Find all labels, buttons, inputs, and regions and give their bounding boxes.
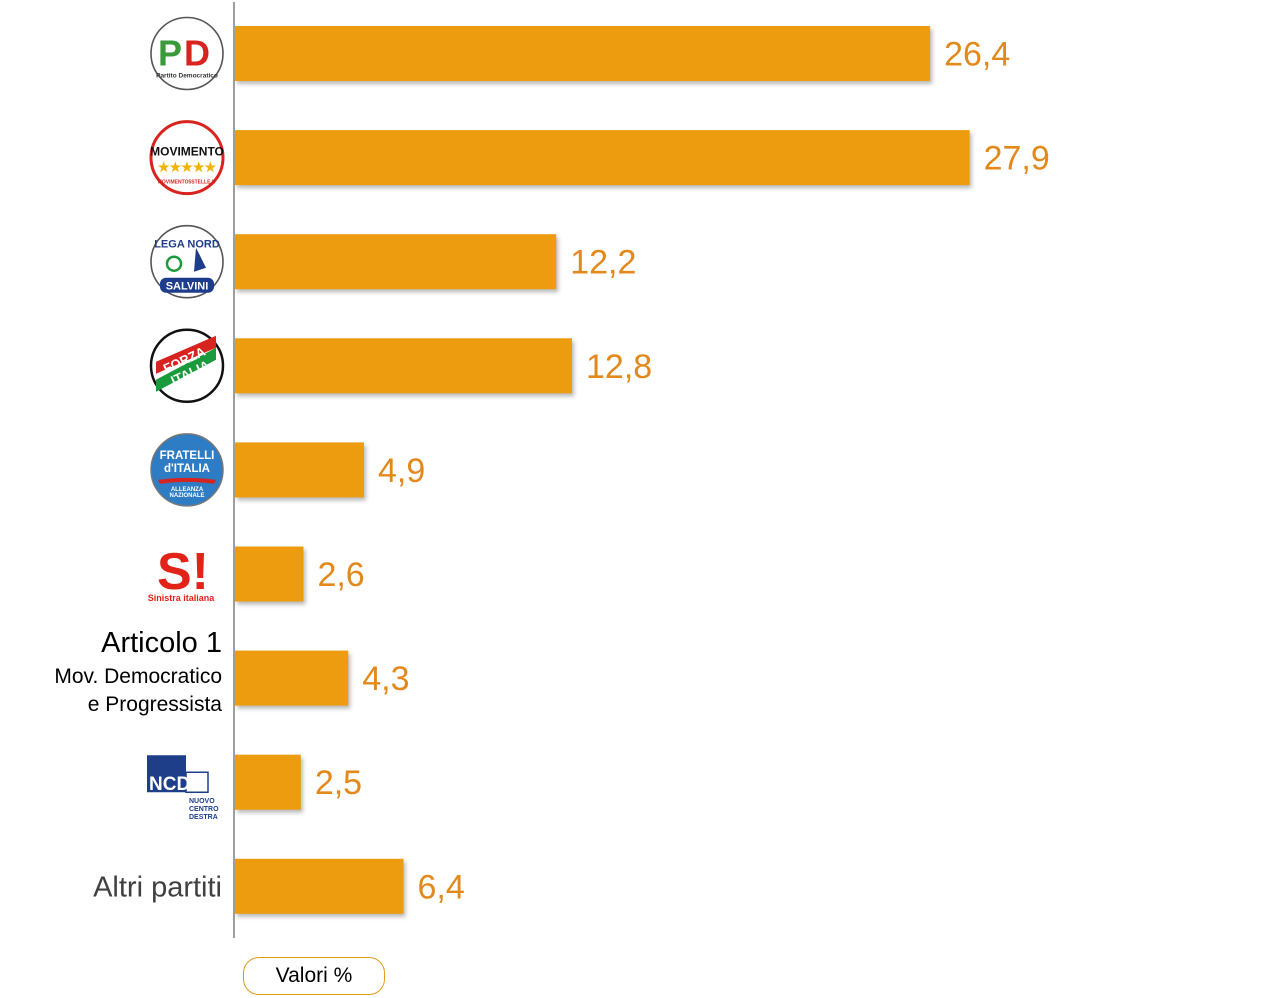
ncd-logo-box bbox=[185, 771, 209, 793]
category-label: S!Sinistra italiana bbox=[148, 543, 216, 603]
bars-layer bbox=[235, 26, 970, 914]
m5s-logo-url: MOVIMENTO5STELLE.IT bbox=[158, 180, 217, 186]
data-label: 4,3 bbox=[362, 660, 409, 698]
data-label: 6,4 bbox=[418, 868, 465, 906]
data-label: 2,5 bbox=[315, 764, 362, 802]
category-label: Articolo 1 Mov. Democratico e Progressista bbox=[54, 627, 222, 716]
green-stripe bbox=[156, 347, 216, 392]
alberto-da-giussano-icon bbox=[194, 247, 206, 272]
category-label-line: Altri partiti bbox=[93, 871, 222, 903]
bar bbox=[235, 338, 573, 394]
category-label: Altri partiti bbox=[93, 871, 222, 903]
ncd-logo-line1: NUOVO bbox=[189, 798, 215, 805]
pd-logo-caption: Partito Democratico bbox=[156, 73, 218, 80]
sole-delle-alpi-icon bbox=[165, 255, 183, 272]
ncd-logo-letters: NCD bbox=[149, 774, 190, 795]
ncd-logo-icon bbox=[147, 755, 186, 793]
lega-logo-top: LEGA NORD bbox=[154, 239, 220, 251]
bar bbox=[235, 650, 349, 706]
category-label-line: Mov. Democratico bbox=[54, 665, 222, 688]
bar bbox=[235, 26, 931, 81]
category-label: MOVIMENTO★★★★★ MOVIMENTO5STELLE.IT bbox=[149, 120, 225, 196]
tricolor-stripe bbox=[158, 477, 216, 484]
ncd-logo-line2: CENTRO bbox=[189, 806, 219, 813]
si-logo-mark: S! bbox=[157, 543, 209, 601]
data-label: 27,9 bbox=[984, 140, 1050, 178]
m5s-logo-stars: ★★★★★ bbox=[158, 160, 217, 175]
data-label: 2,6 bbox=[317, 556, 364, 594]
data-label: 12,8 bbox=[586, 348, 652, 386]
fdi-logo-line3: ALLEANZA bbox=[171, 487, 204, 493]
fdi-logo-line4: NAZIONALE bbox=[170, 493, 205, 499]
pd-logo-letter-p: P bbox=[158, 33, 182, 74]
pd-logo-letter-d: D bbox=[184, 33, 210, 74]
lega-logo-bottom: SALVINI bbox=[166, 281, 209, 293]
lega-logo-banner bbox=[160, 277, 214, 293]
fdi-logo-icon bbox=[150, 433, 224, 507]
m5s-logo-icon bbox=[149, 120, 225, 196]
fdi-logo-line1: FRATELLI bbox=[160, 450, 215, 462]
bar bbox=[235, 754, 301, 810]
bar bbox=[235, 858, 404, 914]
pd-logo-icon bbox=[150, 16, 224, 91]
bar bbox=[235, 546, 304, 602]
legend-label: Valori % bbox=[275, 964, 353, 987]
bar bbox=[235, 130, 970, 186]
value-labels-layer: 26,4 27,9 12,2 12,8 4,9 2,6 4,3 2,5 6,4 bbox=[315, 36, 1050, 907]
ncd-logo-line3: DESTRA bbox=[189, 814, 218, 821]
data-label: 12,2 bbox=[570, 244, 636, 282]
si-logo-caption: Sinistra italiana bbox=[148, 593, 216, 603]
m5s-logo-word: MOVIMENTO bbox=[150, 145, 224, 159]
category-label-line: e Progressista bbox=[88, 693, 223, 716]
bar bbox=[235, 234, 557, 290]
legend-badge: Valori % bbox=[243, 957, 385, 995]
fdi-logo-line2: d'ITALIA bbox=[164, 463, 210, 475]
category-label: LEGA NORD SALVINI bbox=[150, 224, 224, 299]
category-label-line: Articolo 1 bbox=[101, 627, 222, 659]
red-stripe bbox=[156, 335, 216, 374]
data-label: 4,9 bbox=[378, 452, 425, 490]
bar bbox=[235, 442, 365, 498]
data-label: 26,4 bbox=[944, 36, 1010, 74]
